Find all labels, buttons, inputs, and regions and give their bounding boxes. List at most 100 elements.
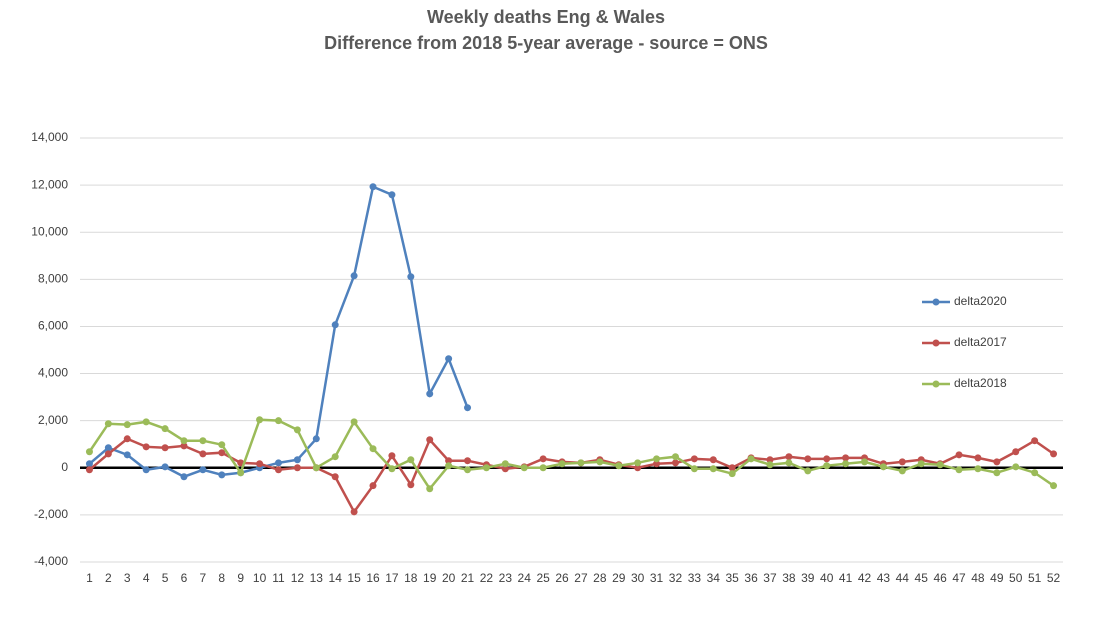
y-tick-label: 0: [61, 460, 68, 474]
data-point: [1012, 448, 1020, 456]
x-tick-label: 43: [877, 571, 891, 585]
data-point: [256, 460, 264, 468]
x-tick-label: 44: [896, 571, 910, 585]
data-point: [823, 455, 831, 463]
data-point: [804, 467, 812, 475]
data-point: [369, 445, 377, 453]
data-point: [747, 455, 755, 463]
x-tick-label: 32: [669, 571, 683, 585]
data-point: [634, 459, 642, 467]
x-tick-label: 6: [181, 571, 188, 585]
data-point: [709, 465, 717, 473]
data-point: [85, 466, 93, 474]
x-tick-label: 49: [990, 571, 1004, 585]
x-tick-label: 21: [461, 571, 475, 585]
data-point: [180, 442, 188, 450]
data-point: [917, 460, 925, 468]
x-tick-label: 33: [688, 571, 702, 585]
data-point: [955, 451, 963, 459]
data-point: [823, 462, 831, 470]
x-tick-label: 37: [763, 571, 777, 585]
data-point: [218, 441, 226, 449]
x-tick-label: 3: [124, 571, 131, 585]
data-point: [464, 404, 472, 412]
data-point: [653, 455, 661, 463]
data-point: [785, 459, 793, 467]
data-point: [274, 466, 282, 474]
x-tick-label: 15: [347, 571, 361, 585]
x-tick-label: 9: [237, 571, 244, 585]
data-point: [142, 443, 150, 451]
data-point: [407, 273, 415, 281]
data-point: [350, 272, 358, 280]
data-point: [445, 457, 453, 465]
data-point: [218, 471, 226, 479]
series-line: [88, 437, 1055, 515]
data-point: [898, 458, 906, 466]
data-point: [539, 455, 547, 463]
x-tick-label: 10: [253, 571, 267, 585]
data-point: [464, 466, 472, 474]
data-point: [709, 456, 717, 464]
data-point: [1012, 463, 1020, 471]
x-tick-label: 41: [839, 571, 853, 585]
data-point: [293, 456, 301, 464]
data-point: [312, 464, 320, 472]
x-tick-label: 16: [366, 571, 380, 585]
data-point: [123, 421, 131, 429]
legend-label: delta2017: [954, 335, 1007, 349]
data-point: [407, 456, 415, 464]
data-point: [199, 466, 207, 474]
data-point: [634, 464, 642, 472]
data-point: [653, 460, 661, 468]
data-point: [501, 460, 509, 468]
data-point: [161, 425, 169, 433]
x-tick-label: 31: [650, 571, 664, 585]
x-tick-label: 46: [933, 571, 947, 585]
legend-label: delta2020: [954, 294, 1007, 308]
data-point: [766, 456, 774, 464]
data-point: [85, 460, 93, 468]
y-tick-label: 2,000: [38, 413, 68, 427]
data-point: [671, 459, 679, 467]
data-point: [445, 355, 453, 363]
data-point: [974, 454, 982, 462]
data-point: [350, 418, 358, 426]
data-point: [142, 466, 150, 474]
x-tick-label: 24: [518, 571, 532, 585]
data-point: [690, 465, 698, 473]
data-point: [388, 465, 396, 473]
data-point: [520, 464, 528, 472]
data-point: [842, 460, 850, 468]
x-tick-label: 50: [1009, 571, 1023, 585]
x-tick-label: 39: [801, 571, 815, 585]
data-point: [85, 448, 93, 456]
data-point: [596, 458, 604, 466]
chart-title: Weekly deaths Eng & Wales: [427, 7, 665, 27]
data-point: [558, 460, 566, 468]
x-tick-label: 17: [385, 571, 399, 585]
x-tick-label: 13: [310, 571, 324, 585]
data-point: [539, 464, 547, 472]
y-tick-label: 14,000: [31, 130, 68, 144]
data-point: [1031, 469, 1039, 477]
data-point: [728, 470, 736, 478]
data-point: [426, 390, 434, 398]
data-point: [671, 453, 679, 461]
data-point: [936, 461, 944, 469]
x-tick-label: 28: [593, 571, 607, 585]
x-tick-label: 20: [442, 571, 456, 585]
data-point: [445, 462, 453, 470]
y-tick-label: 8,000: [38, 272, 68, 286]
x-tick-label: 7: [200, 571, 207, 585]
x-tick-label: 51: [1028, 571, 1042, 585]
data-point: [1050, 450, 1058, 458]
legend-marker: [932, 298, 940, 306]
data-point: [879, 463, 887, 471]
data-point: [180, 437, 188, 445]
x-tick-label: 23: [499, 571, 513, 585]
x-tick-label: 30: [631, 571, 645, 585]
y-tick-label: 12,000: [31, 177, 68, 191]
x-tick-label: 27: [574, 571, 588, 585]
